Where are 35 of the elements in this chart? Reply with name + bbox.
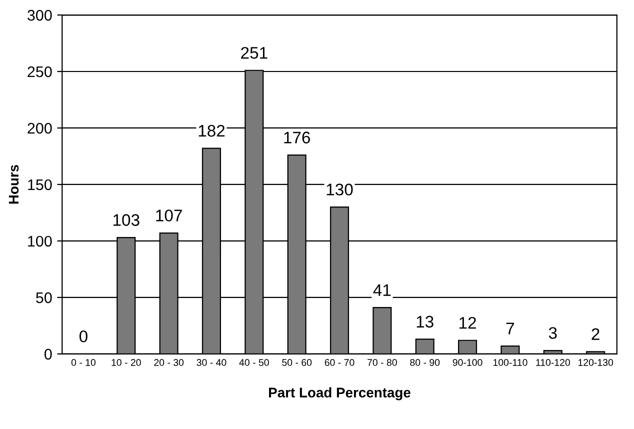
data-label: 12 xyxy=(460,316,476,329)
x-tick-label: 80 - 90 xyxy=(410,359,440,366)
y-tick-label: 150 xyxy=(28,179,52,190)
data-label: 103 xyxy=(114,214,140,226)
data-label: 107 xyxy=(156,210,182,222)
data-label: 251 xyxy=(241,46,268,59)
x-axis-title: Part Load Percentage xyxy=(269,387,410,400)
x-tick-label: 40 - 50 xyxy=(239,359,269,366)
x-tick-label: 100-110 xyxy=(493,359,528,366)
data-label: 176 xyxy=(284,132,310,144)
x-tick-label: 20 - 30 xyxy=(154,359,184,366)
x-tick-label: 50 - 60 xyxy=(282,359,312,366)
y-axis-title: Hours xyxy=(8,164,19,204)
data-label: 3 xyxy=(548,327,557,339)
x-tick-label: 30 - 40 xyxy=(196,359,226,366)
y-tick-label: 250 xyxy=(28,66,52,78)
x-tick-label: 70 - 80 xyxy=(368,359,397,366)
y-tick-label: 50 xyxy=(36,292,52,304)
data-label: 13 xyxy=(416,316,434,328)
y-tick-label: 300 xyxy=(28,10,52,21)
data-label: 0 xyxy=(79,330,88,342)
data-label: 182 xyxy=(198,124,225,137)
y-tick-label: 200 xyxy=(28,122,52,134)
x-tick-label: 120-130 xyxy=(578,359,614,366)
data-label: 130 xyxy=(326,184,353,196)
data-label: 7 xyxy=(506,322,514,334)
y-tick-label: 100 xyxy=(28,236,52,247)
x-tick-label: 60 - 70 xyxy=(324,359,354,366)
data-label: 41 xyxy=(373,284,391,296)
data-label: 2 xyxy=(592,328,600,340)
x-tick-label: 0 - 10 xyxy=(71,359,96,366)
x-tick-label: 10 - 20 xyxy=(112,359,141,366)
x-tick-label: 90-100 xyxy=(452,359,482,366)
y-tick-label: 0 xyxy=(44,348,52,360)
x-tick-label: 110-120 xyxy=(536,359,570,366)
